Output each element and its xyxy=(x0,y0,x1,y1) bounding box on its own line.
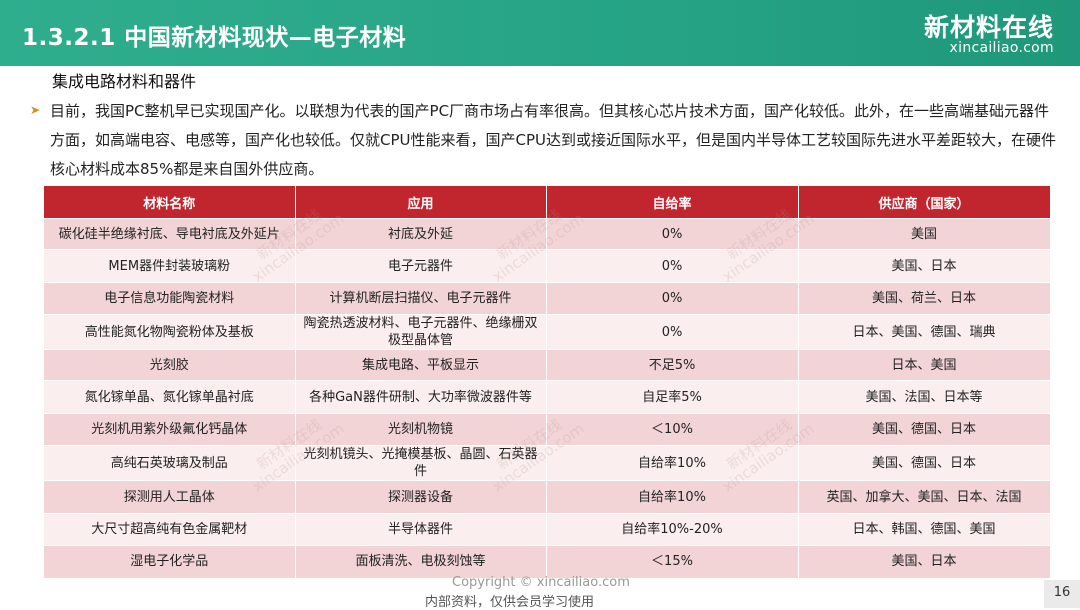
col-header-application: 应用 xyxy=(295,186,547,219)
cell-self-sufficiency: 不足5% xyxy=(546,349,799,381)
cell-self-sufficiency: 自给率10%-20% xyxy=(546,513,799,546)
cell-supplier: 美国、日本 xyxy=(798,545,1051,578)
col-header-material: 材料名称 xyxy=(44,186,296,219)
cell-self-sufficiency: ＜10% xyxy=(546,413,799,446)
logo-text-cn: 新材料在线 xyxy=(923,13,1054,42)
table-header-row: 材料名称 应用 自给率 供应商（国家） xyxy=(44,186,1051,219)
cell-material: 氮化镓单晶、氮化镓单晶衬底 xyxy=(44,380,296,414)
page-number: 16 xyxy=(1044,580,1080,608)
cell-supplier: 日本、美国 xyxy=(798,349,1051,381)
cell-supplier: 日本、美国、德国、瑞典 xyxy=(798,314,1051,350)
cell-material: 高性能氮化物陶瓷粉体及基板 xyxy=(44,314,296,350)
footer-copyright: Copyright © xincailiao.com xyxy=(452,575,630,590)
cell-supplier: 美国、法国、日本等 xyxy=(798,380,1051,414)
intro-paragraph: 目前，我国PC整机早已实现国产化。以联想为代表的国产PC厂商市场占有率很高。但其… xyxy=(50,102,1057,178)
cell-self-sufficiency: ＜15% xyxy=(546,545,799,578)
cell-supplier: 英国、加拿大、美国、日本、法国 xyxy=(798,480,1051,514)
cell-material: 碳化硅半绝缘衬底、导电衬底及外延片 xyxy=(44,218,296,250)
cell-application: 各种GaN器件研制、大功率微波器件等 xyxy=(295,380,547,414)
cell-self-sufficiency: 0% xyxy=(546,282,799,315)
table-row: 大尺寸超高纯有色金属靶材 半导体器件 自给率10%-20% 日本、韩国、德国、美国 xyxy=(44,513,1051,546)
table-row: 光刻胶 集成电路、平板显示 不足5% 日本、美国 xyxy=(44,349,1051,381)
cell-material: 光刻机用紫外级氟化钙晶体 xyxy=(44,413,296,446)
cell-material: 湿电子化学品 xyxy=(44,545,296,578)
cell-supplier: 美国、日本 xyxy=(798,249,1051,283)
cell-material: 光刻胶 xyxy=(44,349,296,381)
cell-material: 高纯石英玻璃及制品 xyxy=(44,445,296,481)
table-row: 氮化镓单晶、氮化镓单晶衬底 各种GaN器件研制、大功率微波器件等 自足率5% 美国、法… xyxy=(44,380,1051,414)
footer-note: 内部资料，仅供会员学习使用 xyxy=(425,595,595,610)
table-row: 高纯石英玻璃及制品 光刻机镜头、光掩模基板、晶圆、石英器件 自给率10% 美国、德国、… xyxy=(44,445,1051,481)
title-bar: 1.3.2.1 中国新材料现状—电子材料 新材料在线 xincailiao.co… xyxy=(0,0,1080,66)
cell-self-sufficiency: 自足率5% xyxy=(546,380,799,414)
cell-application: 计算机断层扫描仪、电子元器件 xyxy=(295,282,547,315)
cell-self-sufficiency: 自给率10% xyxy=(546,480,799,514)
cell-supplier: 美国 xyxy=(798,218,1051,250)
cell-application: 光刻机镜头、光掩模基板、晶圆、石英器件 xyxy=(295,445,547,481)
table-row: MEM器件封装玻璃粉 电子元器件 0% 美国、日本 xyxy=(44,249,1051,283)
cell-self-sufficiency: 0% xyxy=(546,249,799,283)
cell-application: 电子元器件 xyxy=(295,249,547,283)
table-row: 探测用人工晶体 探测器设备 自给率10% 英国、加拿大、美国、日本、法国 xyxy=(44,480,1051,514)
cell-supplier: 美国、德国、日本 xyxy=(798,413,1051,446)
brand-logo: 新材料在线 xincailiao.com xyxy=(920,8,1060,60)
cell-application: 衬底及外延 xyxy=(295,218,547,250)
cell-material: 探测用人工晶体 xyxy=(44,480,296,514)
col-header-self-sufficiency: 自给率 xyxy=(546,186,799,219)
table-row: 碳化硅半绝缘衬底、导电衬底及外延片 衬底及外延 0% 美国 xyxy=(44,218,1051,250)
cell-supplier: 美国、荷兰、日本 xyxy=(798,282,1051,315)
cell-application: 陶瓷热透波材料、电子元器件、绝缘栅双极型晶体管 xyxy=(295,314,547,350)
table-row: 电子信息功能陶瓷材料 计算机断层扫描仪、电子元器件 0% 美国、荷兰、日本 xyxy=(44,282,1051,315)
cell-application: 面板清洗、电极刻蚀等 xyxy=(295,545,547,578)
cell-supplier: 美国、德国、日本 xyxy=(798,445,1051,481)
cell-material: 电子信息功能陶瓷材料 xyxy=(44,282,296,315)
section-subtitle: 集成电路材料和器件 xyxy=(52,72,197,91)
table-row: 高性能氮化物陶瓷粉体及基板 陶瓷热透波材料、电子元器件、绝缘栅双极型晶体管 0% 日本… xyxy=(44,314,1051,350)
materials-table: 材料名称 应用 自给率 供应商（国家） 碳化硅半绝缘衬底、导电衬底及外延片 衬底及… xyxy=(44,186,1051,578)
bullet-arrow-icon: ➤ xyxy=(30,103,41,117)
cell-application: 光刻机物镜 xyxy=(295,413,547,446)
cell-supplier: 日本、韩国、德国、美国 xyxy=(798,513,1051,546)
cell-application: 集成电路、平板显示 xyxy=(295,349,547,381)
cell-self-sufficiency: 0% xyxy=(546,314,799,350)
cell-application: 探测器设备 xyxy=(295,480,547,514)
page-title: 1.3.2.1 中国新材料现状—电子材料 xyxy=(22,25,407,51)
cell-self-sufficiency: 自给率10% xyxy=(546,445,799,481)
cell-material: MEM器件封装玻璃粉 xyxy=(44,249,296,283)
cell-material: 大尺寸超高纯有色金属靶材 xyxy=(44,513,296,546)
table-row: 湿电子化学品 面板清洗、电极刻蚀等 ＜15% 美国、日本 xyxy=(44,545,1051,578)
table-row: 光刻机用紫外级氟化钙晶体 光刻机物镜 ＜10% 美国、德国、日本 xyxy=(44,413,1051,446)
cell-application: 半导体器件 xyxy=(295,513,547,546)
cell-self-sufficiency: 0% xyxy=(546,218,799,250)
logo-text-en: xincailiao.com xyxy=(949,40,1054,56)
col-header-supplier: 供应商（国家） xyxy=(798,186,1051,219)
